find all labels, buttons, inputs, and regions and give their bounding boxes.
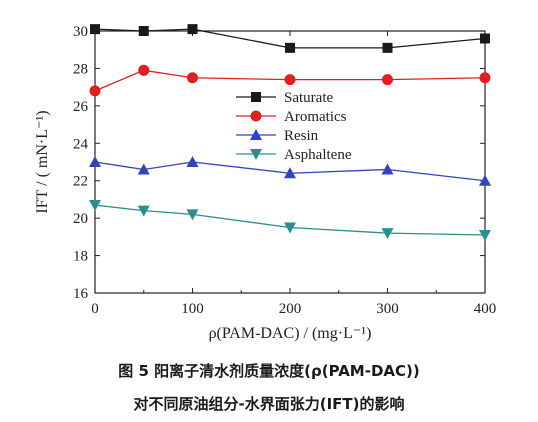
figure-caption-line1: 图 5 阳离子清水剂质量浓度(ρ(PAM-DAC)) [118, 362, 420, 380]
data-point [284, 74, 296, 86]
data-point [284, 222, 296, 234]
legend-marker [250, 149, 262, 160]
series-aromatics [89, 64, 491, 97]
series-layer [89, 24, 491, 241]
data-point [137, 163, 150, 175]
series-line [94, 161, 486, 182]
legend-label: Aromatics [284, 109, 347, 125]
legend-marker [250, 129, 262, 140]
data-point [89, 156, 101, 167]
data-point [89, 85, 101, 97]
x-tick-label: 200 [279, 301, 302, 317]
data-point [381, 228, 394, 240]
data-point [89, 200, 101, 212]
legend-marker [250, 110, 262, 122]
y-tick-label: 22 [73, 174, 88, 190]
y-tick-label: 26 [73, 99, 89, 115]
data-point [137, 205, 150, 217]
data-point [186, 156, 199, 167]
data-point [479, 72, 491, 84]
legend-label: Asphaltene [284, 147, 352, 163]
series-resin [89, 156, 491, 186]
data-point [479, 229, 491, 241]
data-point [187, 72, 198, 84]
data-point [138, 26, 149, 36]
y-tick-label: 16 [73, 286, 89, 302]
x-tick-label: 400 [474, 301, 497, 317]
y-tick-label: 24 [73, 136, 89, 152]
data-point [186, 209, 199, 221]
data-point [285, 42, 295, 53]
data-point [90, 24, 100, 35]
data-point [138, 64, 150, 76]
x-tick-label: 0 [91, 301, 99, 317]
data-point [284, 167, 296, 179]
y-tick-label: 30 [73, 24, 88, 40]
ift-line-chart: 0 100 200 300 400 16 18 20 22 24 26 28 30 Saturate Ar… [34, 24, 496, 342]
series-line [94, 204, 486, 236]
y-axis-label: IFT / ( mN·L⁻¹) [34, 110, 51, 213]
figure-caption-line2: 对不同原油组分-水界面张力(IFT)的影响 [133, 395, 405, 413]
legend-label: Saturate [284, 90, 333, 106]
legend: Saturate Aromatics Resin Asphaltene [236, 90, 352, 163]
x-axis-label: ρ(PAM-DAC) / (mg·L⁻¹) [209, 325, 372, 342]
y-tick-label: 18 [73, 249, 88, 265]
data-point [382, 42, 393, 53]
legend-label: Resin [284, 128, 319, 144]
data-point [187, 24, 198, 35]
data-point [382, 74, 393, 86]
series-saturate [90, 24, 490, 53]
tick-layer: 0 100 200 300 400 16 18 20 22 24 26 28 30 [73, 24, 496, 317]
data-point [480, 33, 490, 44]
data-point [479, 174, 491, 186]
data-point [381, 163, 394, 175]
x-tick-label: 100 [181, 301, 204, 317]
legend-marker [251, 92, 261, 102]
series-line [94, 28, 486, 49]
series-asphaltene [89, 200, 491, 241]
y-tick-label: 28 [73, 61, 88, 77]
series-line [94, 69, 486, 92]
y-tick-label: 20 [73, 211, 88, 227]
x-tick-label: 300 [376, 301, 399, 317]
